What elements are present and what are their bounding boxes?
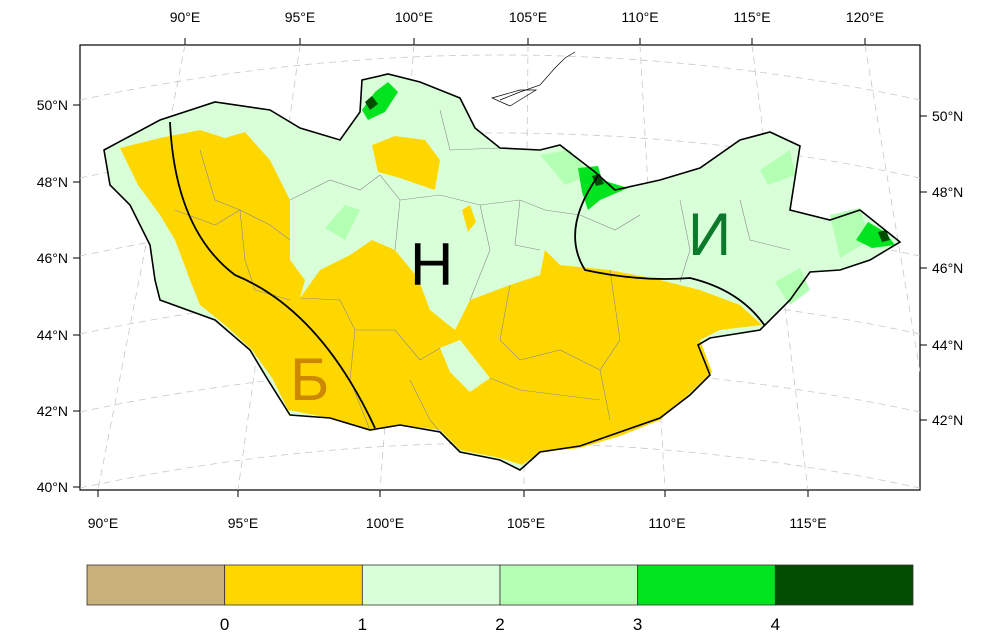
lake-outline <box>490 89 538 107</box>
legend-swatch <box>774 564 914 606</box>
legend-swatch <box>86 564 226 606</box>
region-label-i: И <box>688 201 731 268</box>
right-lat-label: 48°N <box>932 184 963 200</box>
color-legend: 0 1 2 3 4 <box>86 564 914 634</box>
neighbour-border <box>499 51 576 101</box>
legend-swatch <box>361 564 501 606</box>
top-lon-label: 90°E <box>170 9 201 25</box>
left-lat-label: 50°N <box>37 97 68 113</box>
top-lon-label: 110°E <box>621 9 658 25</box>
zone-patch-5c <box>878 230 890 242</box>
zone-boundary-west <box>169 121 376 429</box>
legend-label: 2 <box>495 615 504 634</box>
top-lon-label: 115°E <box>733 9 770 25</box>
left-lat-label: 48°N <box>37 174 68 190</box>
zone-patch-3e <box>830 208 870 258</box>
left-lat-label: 42°N <box>37 403 68 419</box>
right-lat-label: 46°N <box>932 260 963 276</box>
zone-patch-3d <box>540 150 590 185</box>
zone-south-green-patch <box>440 340 490 392</box>
bottom-lon-label: 95°E <box>228 515 259 531</box>
bottom-longitude-axis: 90°E 95°E 100°E 105°E 110°E 115°E <box>88 490 827 531</box>
zone-patch-4c <box>856 222 895 248</box>
right-lat-label: 50°N <box>932 108 963 124</box>
left-lat-label: 40°N <box>37 479 68 495</box>
top-lon-label: 105°E <box>509 9 547 25</box>
legend-swatch <box>224 564 363 606</box>
zone-patch-3c <box>775 268 810 305</box>
zone-west-yellow <box>120 130 762 465</box>
bottom-lon-label: 100°E <box>366 515 404 531</box>
bottom-lon-label: 90°E <box>88 515 119 531</box>
bottom-lon-label: 115°E <box>789 515 826 531</box>
zone-small-yellow <box>462 205 476 232</box>
bottom-lon-label: 105°E <box>507 515 545 531</box>
legend-label: 4 <box>771 615 780 634</box>
top-lon-label: 120°E <box>846 9 884 25</box>
zone-patch-3a <box>325 205 360 240</box>
legend-label: 0 <box>220 615 229 634</box>
top-lon-label: 100°E <box>395 9 433 25</box>
right-lat-label: 42°N <box>932 412 963 428</box>
region-label-b: Б <box>290 346 329 413</box>
region-label-n: Н <box>410 231 453 298</box>
legend-swatch <box>499 564 639 606</box>
left-lat-label: 46°N <box>37 250 68 266</box>
zone-patch-5a <box>365 96 378 110</box>
right-latitude-axis: 50°N 48°N 46°N 44°N 42°N <box>920 108 963 428</box>
left-latitude-axis: 50°N 48°N 46°N 44°N 42°N 40°N <box>37 97 80 495</box>
legend-label: 1 <box>358 615 367 634</box>
right-lat-label: 44°N <box>932 337 963 353</box>
legend-swatch <box>637 564 776 606</box>
top-lon-label: 95°E <box>285 9 316 25</box>
zone-patch-4a <box>362 82 398 120</box>
zone-patch-4b <box>578 166 628 210</box>
left-lat-label: 44°N <box>37 327 68 343</box>
zone-patch-3b <box>760 150 795 185</box>
zone-north-yellow <box>372 136 440 190</box>
top-longitude-axis: 90°E 95°E 100°E 105°E 110°E 115°E 120°E <box>170 9 884 45</box>
bottom-lon-label: 110°E <box>648 515 685 531</box>
province-boundaries <box>174 109 791 433</box>
zone-boundary-east <box>574 175 766 327</box>
legend-label: 3 <box>633 615 642 634</box>
country-border <box>103 73 902 471</box>
